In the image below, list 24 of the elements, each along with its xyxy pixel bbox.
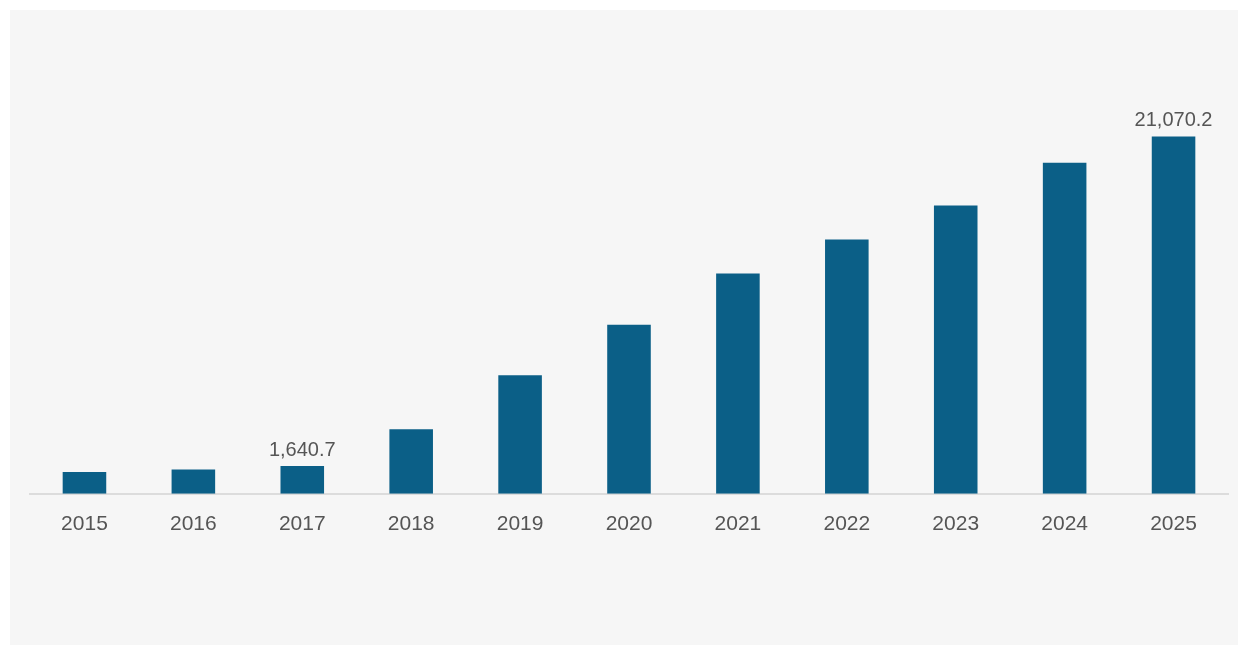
bar [607,324,651,494]
bar [389,429,433,494]
x-tick-label: 2016 [170,511,217,535]
x-tick-label: 2022 [823,511,871,535]
x-tick-label: 2024 [1041,511,1089,535]
x-tick-label: 2020 [605,511,653,535]
bar [498,375,542,494]
bar [825,239,869,494]
x-tick-label: 2017 [278,511,326,535]
bar [171,469,216,494]
x-tick-label: 2019 [496,511,544,535]
bar [1151,136,1196,494]
data-label: 1,640.7 [268,437,336,460]
bar [62,472,107,494]
bar [280,465,325,494]
x-tick-label: 2015 [61,511,108,535]
x-tick-label: 2023 [932,511,980,535]
x-tick-label: 2025 [1150,511,1197,535]
x-tick-label: 2021 [714,511,762,535]
bar [933,205,978,494]
bar [716,273,760,494]
data-label: 21,070.2 [1134,108,1213,131]
bar [1042,162,1087,494]
x-tick-label: 2018 [387,511,435,535]
